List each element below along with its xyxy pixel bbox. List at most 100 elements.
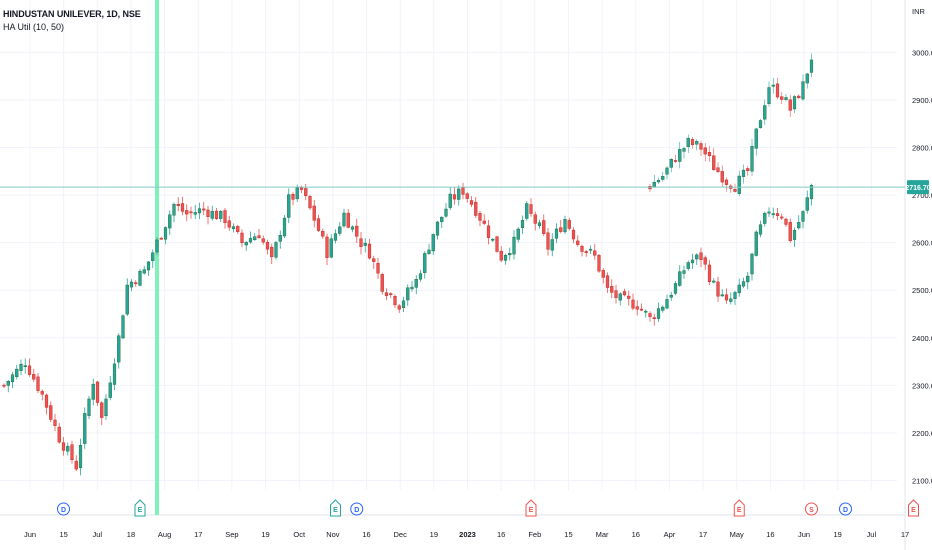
main-candle	[78, 445, 83, 469]
earnings-event-icon[interactable]	[908, 499, 919, 517]
main-candle	[316, 218, 321, 231]
x-tick-label: 15	[564, 530, 572, 539]
x-tick-label: 16	[362, 530, 370, 539]
main-candle	[542, 220, 546, 234]
last-price-value: 2716.70	[905, 185, 930, 192]
main-candle	[270, 246, 274, 258]
split-event-icon[interactable]	[805, 502, 818, 516]
overlay-candle	[686, 137, 690, 148]
main-candle	[66, 446, 70, 452]
main-candle	[40, 391, 44, 395]
overlay-candle	[746, 168, 750, 172]
main-candle	[278, 235, 282, 242]
x-tick-label: May	[730, 530, 744, 539]
overlay-candle	[792, 96, 797, 110]
main-candle	[444, 208, 448, 217]
x-tick-label: 18	[127, 530, 135, 539]
main-candle	[801, 211, 805, 222]
main-candle	[712, 280, 716, 283]
main-candle	[295, 187, 299, 200]
x-tick-label: Sep	[225, 530, 238, 539]
main-candle	[478, 213, 482, 221]
main-candle	[159, 237, 163, 240]
overlay-candle	[652, 181, 656, 188]
overlay-candle	[661, 176, 665, 180]
earnings-event-icon[interactable]	[733, 499, 745, 517]
x-tick-label: Dec	[394, 530, 408, 539]
main-candle	[389, 293, 393, 295]
main-candle	[223, 210, 227, 223]
main-candle	[384, 292, 389, 296]
x-tick-label: Jul	[867, 530, 877, 539]
main-candle	[661, 306, 665, 311]
main-candle	[469, 200, 474, 205]
main-candle	[134, 282, 138, 285]
dividend-event-icon[interactable]	[350, 502, 364, 516]
overlay-candle	[758, 120, 763, 128]
overlay-candle	[656, 180, 661, 183]
main-candle	[491, 238, 495, 241]
overlay-candle	[801, 81, 805, 100]
main-candle	[529, 204, 533, 214]
main-candle	[618, 293, 622, 301]
main-candle	[248, 238, 253, 243]
main-candle	[792, 230, 797, 240]
overlay-candle	[805, 73, 809, 84]
x-tick-label: 16	[632, 530, 640, 539]
main-candle	[516, 228, 520, 240]
overlay-candle	[754, 128, 758, 149]
main-candle	[108, 382, 112, 398]
main-candle	[308, 196, 312, 209]
main-candle	[767, 211, 771, 214]
main-candle	[146, 261, 151, 271]
main-candle	[512, 236, 516, 255]
main-candle	[10, 374, 15, 382]
main-candle	[210, 210, 214, 219]
main-candle	[423, 253, 427, 273]
main-candle	[372, 258, 376, 262]
main-candle	[329, 238, 333, 258]
main-candle	[690, 259, 695, 264]
main-candle	[142, 269, 146, 274]
dividend-event-icon[interactable]	[839, 502, 852, 516]
main-candle	[554, 228, 559, 239]
main-candle	[121, 315, 125, 339]
event-marker-label: E	[911, 507, 916, 514]
earnings-event-icon[interactable]	[134, 499, 146, 517]
symbol-title[interactable]: HINDUSTAN UNILEVER, 1D, NSE	[3, 9, 141, 19]
x-tick-label: 17	[699, 530, 707, 539]
main-candle	[588, 248, 593, 251]
dividend-event-icon[interactable]	[57, 502, 70, 516]
main-candle	[452, 194, 457, 200]
main-candle	[639, 308, 644, 311]
overlay-candle	[712, 155, 716, 171]
main-candle	[265, 242, 270, 250]
overlay-candle	[809, 59, 814, 73]
overlay-candle	[763, 105, 767, 120]
main-candle	[576, 240, 580, 245]
main-candle	[665, 299, 669, 309]
main-candle	[788, 222, 792, 241]
main-candle	[163, 227, 168, 240]
earnings-event-icon[interactable]	[525, 499, 537, 517]
main-candle	[257, 235, 261, 238]
indicator-title[interactable]: HA Util (10, 50)	[3, 22, 65, 32]
main-candle	[168, 214, 172, 229]
earnings-event-icon[interactable]	[330, 499, 341, 517]
main-candle	[342, 212, 346, 227]
main-candle	[567, 220, 571, 229]
y-tick-label: 2900.00	[912, 96, 932, 105]
main-candle	[597, 255, 601, 272]
x-tick-label: 19	[430, 530, 438, 539]
x-tick-label: 17	[194, 530, 202, 539]
main-candle	[2, 384, 6, 387]
main-candle	[448, 193, 452, 208]
x-tick-label: 2023	[459, 530, 476, 539]
overlay-candle	[733, 189, 737, 192]
main-candle	[274, 242, 278, 258]
main-candle	[644, 310, 648, 313]
main-candle	[495, 236, 499, 252]
x-tick-label: Jun	[798, 530, 810, 539]
